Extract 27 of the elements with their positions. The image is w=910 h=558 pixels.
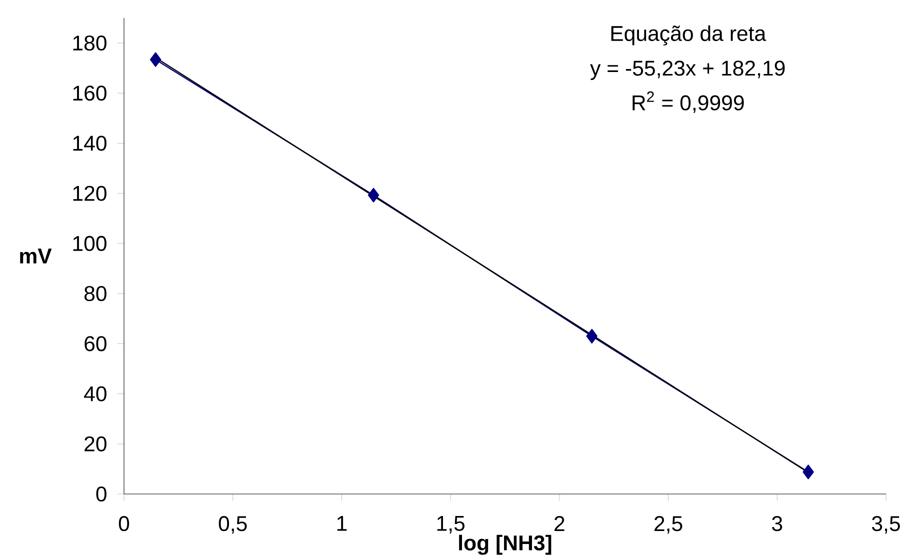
point (368, 188, 380, 202)
x-axis-title: log [NH3] (459, 534, 552, 555)
x-tick-label: 2 (554, 516, 564, 531)
x-tick-label: 0,5 (218, 516, 247, 534)
x-tick-label: 2,5 (654, 516, 682, 534)
x-tick-label: 3,5 (872, 516, 900, 534)
y-tick-label: 120 (73, 186, 106, 201)
y-tick-label: 20 (84, 436, 106, 452)
annotation: Equação da reta (611, 25, 766, 46)
y-tick-label: 180 (73, 36, 106, 51)
point (802, 464, 814, 480)
y-tick-label: 60 (84, 336, 106, 352)
point (150, 52, 162, 67)
x-tick-label: 3 (772, 516, 782, 532)
y-tick-label: 0 (96, 486, 106, 502)
y-tick-label: 160 (73, 86, 106, 101)
point (586, 328, 598, 344)
x-tick-label: 0 (118, 516, 130, 532)
y-tick-label: 140 (73, 136, 106, 151)
y-axis-title: mV (20, 248, 52, 264)
annotation: y = -55,23x + 182,19 (590, 60, 785, 80)
y-tick-label: 80 (84, 286, 106, 302)
annotation: R$^{2}$ = 0,9999 (632, 91, 744, 113)
x-tick-label: 1,5 (437, 516, 464, 534)
y-tick-label: 100 (73, 236, 106, 252)
x-tick-label: 1 (337, 516, 347, 531)
y-tick-label: 40 (84, 386, 106, 402)
